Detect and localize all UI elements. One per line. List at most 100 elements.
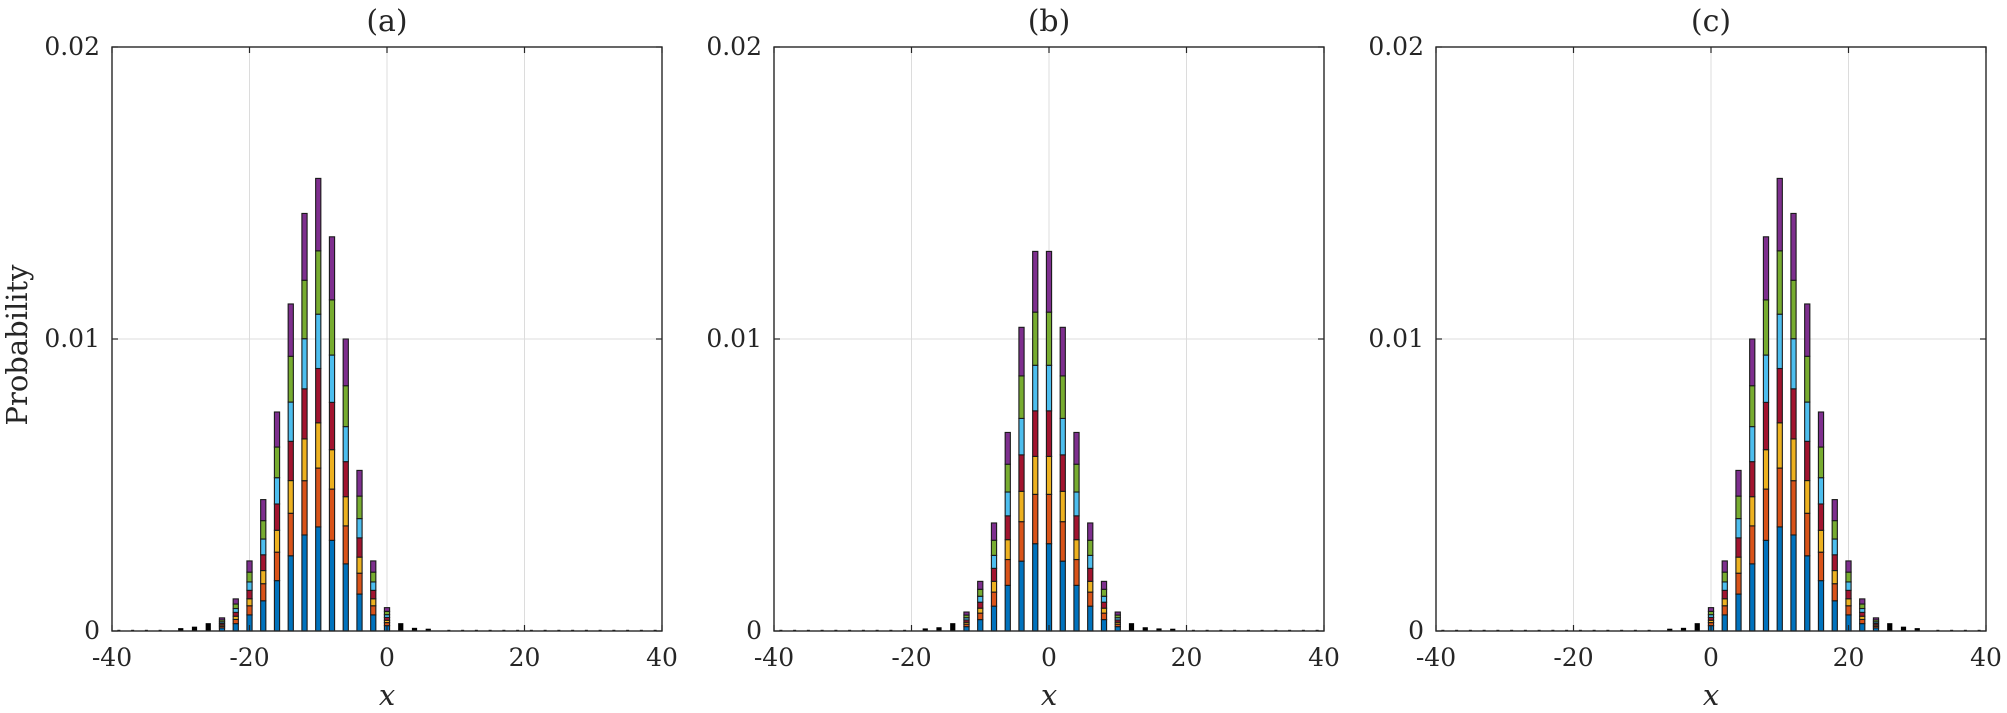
bar-segment [1776, 313, 1783, 370]
bar-segment [1735, 593, 1742, 632]
bar-segment [315, 313, 322, 370]
bar-segment [1004, 558, 1011, 586]
x-tick-label: -40 [92, 643, 132, 672]
bar-segment [1872, 617, 1880, 621]
grid-a [112, 47, 662, 631]
bar-segment [1100, 595, 1108, 603]
bar-segment [1735, 537, 1742, 558]
bar-segment [328, 401, 336, 451]
bar-segment [1749, 525, 1756, 565]
bar-segment [1018, 521, 1025, 562]
bar [1156, 628, 1162, 631]
bar-segment [990, 567, 998, 582]
bar-segment [990, 591, 998, 607]
bar-segment [1817, 580, 1825, 632]
bar [1100, 580, 1108, 632]
bar-segment [1156, 628, 1162, 631]
bar-segment [1045, 410, 1053, 457]
bar-segment [356, 572, 363, 595]
bar-segment [1790, 388, 1797, 440]
bar-segment [1859, 611, 1866, 617]
bar [1762, 236, 1770, 632]
bar [1004, 431, 1011, 632]
bar-segment [1817, 477, 1825, 505]
bar [1831, 499, 1838, 632]
bar-segment [1073, 515, 1080, 541]
bar-segment [260, 499, 267, 522]
bar-segment [246, 571, 253, 583]
bar-segment [342, 496, 349, 527]
y-tick-label: 0.01 [44, 324, 100, 353]
bar [315, 177, 322, 632]
bar-segment [1100, 607, 1108, 614]
bar [1887, 623, 1893, 631]
y-tick-label: 0.01 [1368, 324, 1424, 353]
bar-segment [990, 522, 998, 541]
bar-segment [356, 518, 363, 539]
bar-segment [246, 589, 253, 600]
bar-segment [1004, 584, 1011, 632]
y-tick-label: 0.02 [1368, 32, 1424, 61]
bar-segment [1073, 558, 1080, 586]
bar-segment [1735, 572, 1742, 595]
bar [246, 560, 253, 632]
bar-segment [1100, 612, 1108, 621]
bar-segment [1817, 529, 1825, 553]
bar-segment [1680, 627, 1687, 631]
bar [370, 560, 377, 632]
bar-segment [1790, 212, 1797, 281]
bar [1694, 623, 1700, 631]
panel-title-a: (a) [366, 4, 407, 39]
bar-segment [1073, 431, 1080, 465]
ticks-a: -40 -20 0 20 40 0 0.01 0.02 [44, 32, 678, 672]
bar-segment [1887, 623, 1893, 631]
bar [1900, 626, 1907, 631]
bar-segment [1721, 598, 1728, 607]
bar-segment [370, 571, 377, 583]
bar [1790, 212, 1797, 632]
x-tick-label: 20 [1171, 643, 1203, 672]
x-tick-label: 20 [1833, 643, 1865, 672]
bar [1073, 431, 1080, 632]
bar-segment [205, 623, 211, 631]
x-tick-label: 40 [1970, 643, 2002, 672]
bar-segment [1004, 515, 1011, 541]
bar-segment [1721, 605, 1728, 616]
bar-segment [246, 581, 253, 591]
bar-segment [1087, 605, 1094, 632]
bar-segment [1735, 495, 1742, 520]
bar-segment [287, 303, 294, 357]
bar-segment [287, 555, 294, 632]
bar [963, 611, 970, 632]
bar-segment [246, 605, 253, 616]
bar-segment [232, 607, 239, 613]
bar-segment [977, 580, 984, 590]
bar-segment [301, 338, 308, 390]
bar-segment [1749, 338, 1756, 387]
bar-segment [1804, 480, 1811, 514]
bar [1749, 338, 1756, 632]
panel-title-b: (b) [1028, 4, 1071, 39]
bar [356, 469, 363, 632]
bar [411, 627, 418, 631]
bar-segment [191, 626, 198, 631]
bar-segment [1900, 626, 1907, 631]
x-tick-label: 0 [379, 643, 395, 672]
bar-segment [922, 628, 928, 631]
bar-segment [1831, 520, 1838, 540]
bar-segment [411, 627, 418, 631]
bar-segment [383, 607, 391, 612]
bar-segment [1032, 493, 1039, 545]
bar-segment [1762, 539, 1770, 632]
bar [950, 623, 956, 631]
bar-segment [1059, 560, 1066, 632]
bar-segment [1845, 598, 1852, 607]
bar-segment [1776, 467, 1783, 528]
bar-segment [370, 598, 377, 607]
bar-segment [342, 461, 349, 498]
bar-segment [315, 177, 322, 252]
bar-segment [232, 603, 239, 610]
bar [1128, 623, 1135, 631]
bar-segment [315, 422, 322, 469]
bar-segment [342, 338, 349, 387]
